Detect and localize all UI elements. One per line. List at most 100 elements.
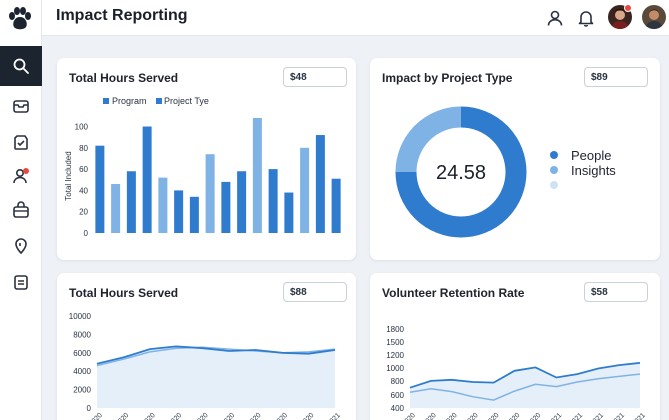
x-tick-label: 2020 — [88, 412, 104, 420]
card-value-select[interactable]: $89 — [584, 67, 648, 87]
sidebar-item-volunteers[interactable] — [0, 156, 42, 196]
document-icon — [14, 275, 28, 290]
avatar-status-badge — [624, 4, 632, 12]
y-tick-label: 4000 — [73, 367, 91, 376]
y-tick-label: 6000 — [73, 349, 91, 358]
x-tick-label: 2020 — [220, 412, 236, 420]
avatar-user-2[interactable] — [642, 5, 666, 29]
x-tick-label: 2020 — [422, 412, 438, 420]
x-tick-label: 2021 — [631, 412, 647, 420]
y-tick-label: 20 — [79, 208, 88, 217]
donut-slice — [395, 106, 462, 173]
sidebar-item-donations[interactable] — [0, 190, 42, 230]
bar — [158, 177, 168, 233]
notifications-button[interactable] — [575, 7, 597, 29]
x-tick-label: 2020 — [401, 412, 417, 420]
area-fill — [410, 362, 640, 408]
x-tick-label: 2020 — [141, 412, 157, 420]
sidebar-item-search[interactable] — [0, 46, 42, 86]
legend-label: Insights — [571, 163, 616, 178]
x-tick-label: 2021 — [326, 412, 342, 420]
legend-dot — [550, 151, 558, 159]
y-tick-label: 400 — [391, 404, 405, 413]
donut-center-value: 24.58 — [436, 162, 486, 184]
inbox-icon — [13, 100, 29, 113]
x-tick-label: 2020 — [167, 412, 183, 420]
y-axis-label: Total Included — [64, 151, 73, 200]
card-title: Total Hours Served — [69, 286, 179, 300]
card-title: Volunteer Retention Rate — [382, 286, 525, 300]
total-hours-bar-card: Total Hours Served $48 Program Project Ty… — [57, 58, 356, 260]
basket-icon — [13, 201, 29, 218]
y-tick-label: 1800 — [386, 325, 404, 334]
sidebar-item-tasks[interactable] — [0, 122, 42, 162]
bar — [300, 147, 310, 233]
y-tick-label: 10000 — [69, 312, 92, 321]
x-tick-label: 2020 — [300, 412, 316, 420]
donut-slice — [395, 106, 527, 238]
legend-swatch — [103, 98, 109, 104]
y-tick-label: 0 — [87, 404, 92, 413]
x-tick-label: 2020 — [114, 412, 130, 420]
series-line — [409, 362, 641, 389]
x-tick-label: 2020 — [443, 412, 459, 420]
project-type-donut-card: Impact by Project Type $89 24.58 People In… — [370, 58, 660, 260]
card-title: Impact by Project Type — [382, 71, 513, 85]
page-title: Impact Reporting — [56, 7, 188, 24]
user-icon — [547, 10, 563, 26]
x-tick-label: 2020 — [526, 412, 542, 420]
legend-label: People — [571, 148, 611, 163]
area-fill — [97, 346, 335, 408]
x-tick-label: 2021 — [610, 412, 626, 420]
x-tick-label: 2021 — [589, 412, 605, 420]
bar — [142, 126, 152, 233]
y-tick-label: 1000 — [386, 364, 404, 373]
search-icon — [13, 58, 29, 74]
legend-label: Program — [112, 96, 147, 106]
x-tick-label: 2020 — [247, 412, 263, 420]
top-header: Impact Reporting — [42, 0, 669, 36]
sidebar-item-locations[interactable] — [0, 226, 42, 266]
total-hours-line-card: Total Hours Served $88 0 2000 4000 6000 8000… — [57, 273, 356, 420]
bar — [315, 135, 325, 233]
x-tick-label: 2020 — [273, 412, 289, 420]
retention-line-card: Volunteer Retention Rate $58 400 600 800 10… — [370, 273, 660, 420]
bar — [205, 154, 215, 233]
y-tick-label: 8000 — [73, 330, 91, 339]
x-tick-label: 2020 — [506, 412, 522, 420]
bar — [237, 171, 247, 233]
bar-chart: Program Project Tye 0 20 40 60 80 100 Total Incl… — [64, 96, 341, 238]
card-value-select[interactable]: $58 — [584, 282, 648, 302]
bell-icon — [578, 11, 594, 27]
card-value-select[interactable]: $48 — [283, 67, 347, 87]
sidebar-item-reports[interactable] — [0, 262, 42, 302]
location-pin-icon — [15, 238, 27, 255]
x-tick-label: 2021 — [568, 412, 584, 420]
bar — [268, 169, 278, 233]
y-tick-label: 1500 — [386, 338, 404, 347]
y-tick-label: 600 — [391, 391, 405, 400]
sidebar-item-inbox[interactable] — [0, 86, 42, 126]
sidebar — [0, 0, 42, 420]
bar — [284, 192, 294, 233]
legend-swatch — [156, 98, 162, 104]
x-tick-label: 2020 — [485, 412, 501, 420]
avatar-image — [642, 5, 666, 29]
card-value-select[interactable]: $88 — [283, 282, 347, 302]
y-tick-label: 800 — [391, 377, 405, 386]
y-tick-label: 1200 — [386, 351, 404, 360]
x-tick-label: 2020 — [194, 412, 210, 420]
series-line — [409, 373, 641, 401]
hours-line-chart: 0 2000 4000 6000 8000 10000 2020 2020 2020 2020 20… — [69, 312, 342, 420]
bar — [252, 118, 262, 233]
paw-logo-icon[interactable] — [6, 6, 34, 32]
clipboard-check-icon — [14, 135, 28, 150]
legend-label: Project Tye — [164, 96, 209, 106]
card-title: Total Hours Served — [69, 71, 179, 85]
bar — [331, 178, 341, 233]
bar — [221, 181, 231, 233]
profile-button[interactable] — [544, 7, 566, 29]
retention-line-chart: 400 600 800 1000 1200 1500 1800 2020 2020 2020 202… — [386, 325, 647, 420]
y-tick-label: 0 — [84, 229, 89, 238]
